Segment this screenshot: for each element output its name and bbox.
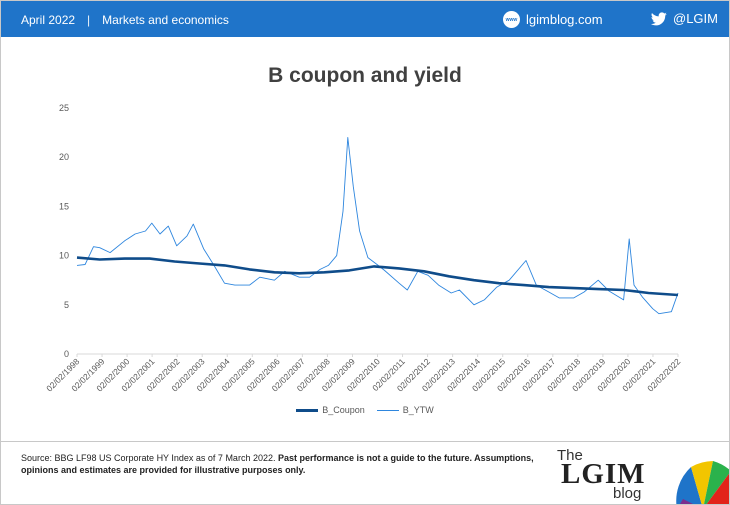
header-section: Markets and economics [102,13,229,27]
site-label: lgimblog.com [526,12,603,27]
twitter-link[interactable]: @LGIM [651,11,718,26]
logo-lgim: LGIM [561,458,646,490]
y-tick-label: 10 [59,251,69,261]
header-date: April 2022 [21,13,76,27]
umbrella-icon [676,461,729,504]
header-left: April 2022 | Markets and economics [21,13,229,27]
chart-legend: B_Coupon B_YTW [1,405,729,415]
source-text: Source: BBG LF98 US Corporate HY Index a… [21,453,276,463]
legend-item-ytw: B_YTW [376,405,434,415]
legend-swatch-coupon [296,408,319,412]
y-tick-label: 20 [59,152,69,162]
logo-the: The [557,447,583,464]
header-separator: | [87,13,91,27]
disclaimer-text: Past performance is not a guide to the f… [21,453,534,475]
y-tick-label: 5 [64,300,69,310]
y-tick-label: 0 [64,349,69,359]
legend-label-coupon: B_Coupon [322,405,365,415]
footer-divider [1,441,729,442]
y-tick-label: 25 [59,103,69,113]
chart-title: B coupon and yield [268,64,462,87]
twitter-handle: @LGIM [673,11,718,26]
lgim-blog-logo: The LGIM blog [549,445,729,504]
header-bar: April 2022 | Markets and economics www lgi… [1,1,729,37]
series-line-coupon [76,256,679,297]
globe-icon: www [503,11,520,28]
twitter-bird-icon [651,11,667,25]
y-tick-label: 15 [59,201,69,211]
site-link[interactable]: www lgimblog.com [503,11,603,28]
source-note: Source: BBG LF98 US Corporate HY Index a… [21,452,541,476]
legend-item-coupon: B_Coupon [296,405,365,415]
logo-blog: blog [613,485,642,502]
legend-swatch-ytw [376,409,399,411]
line-chart: 051015202502/02/199802/02/199902/02/2000… [44,103,682,393]
series-line-ytw [76,137,679,315]
legend-label-ytw: B_YTW [402,405,434,415]
